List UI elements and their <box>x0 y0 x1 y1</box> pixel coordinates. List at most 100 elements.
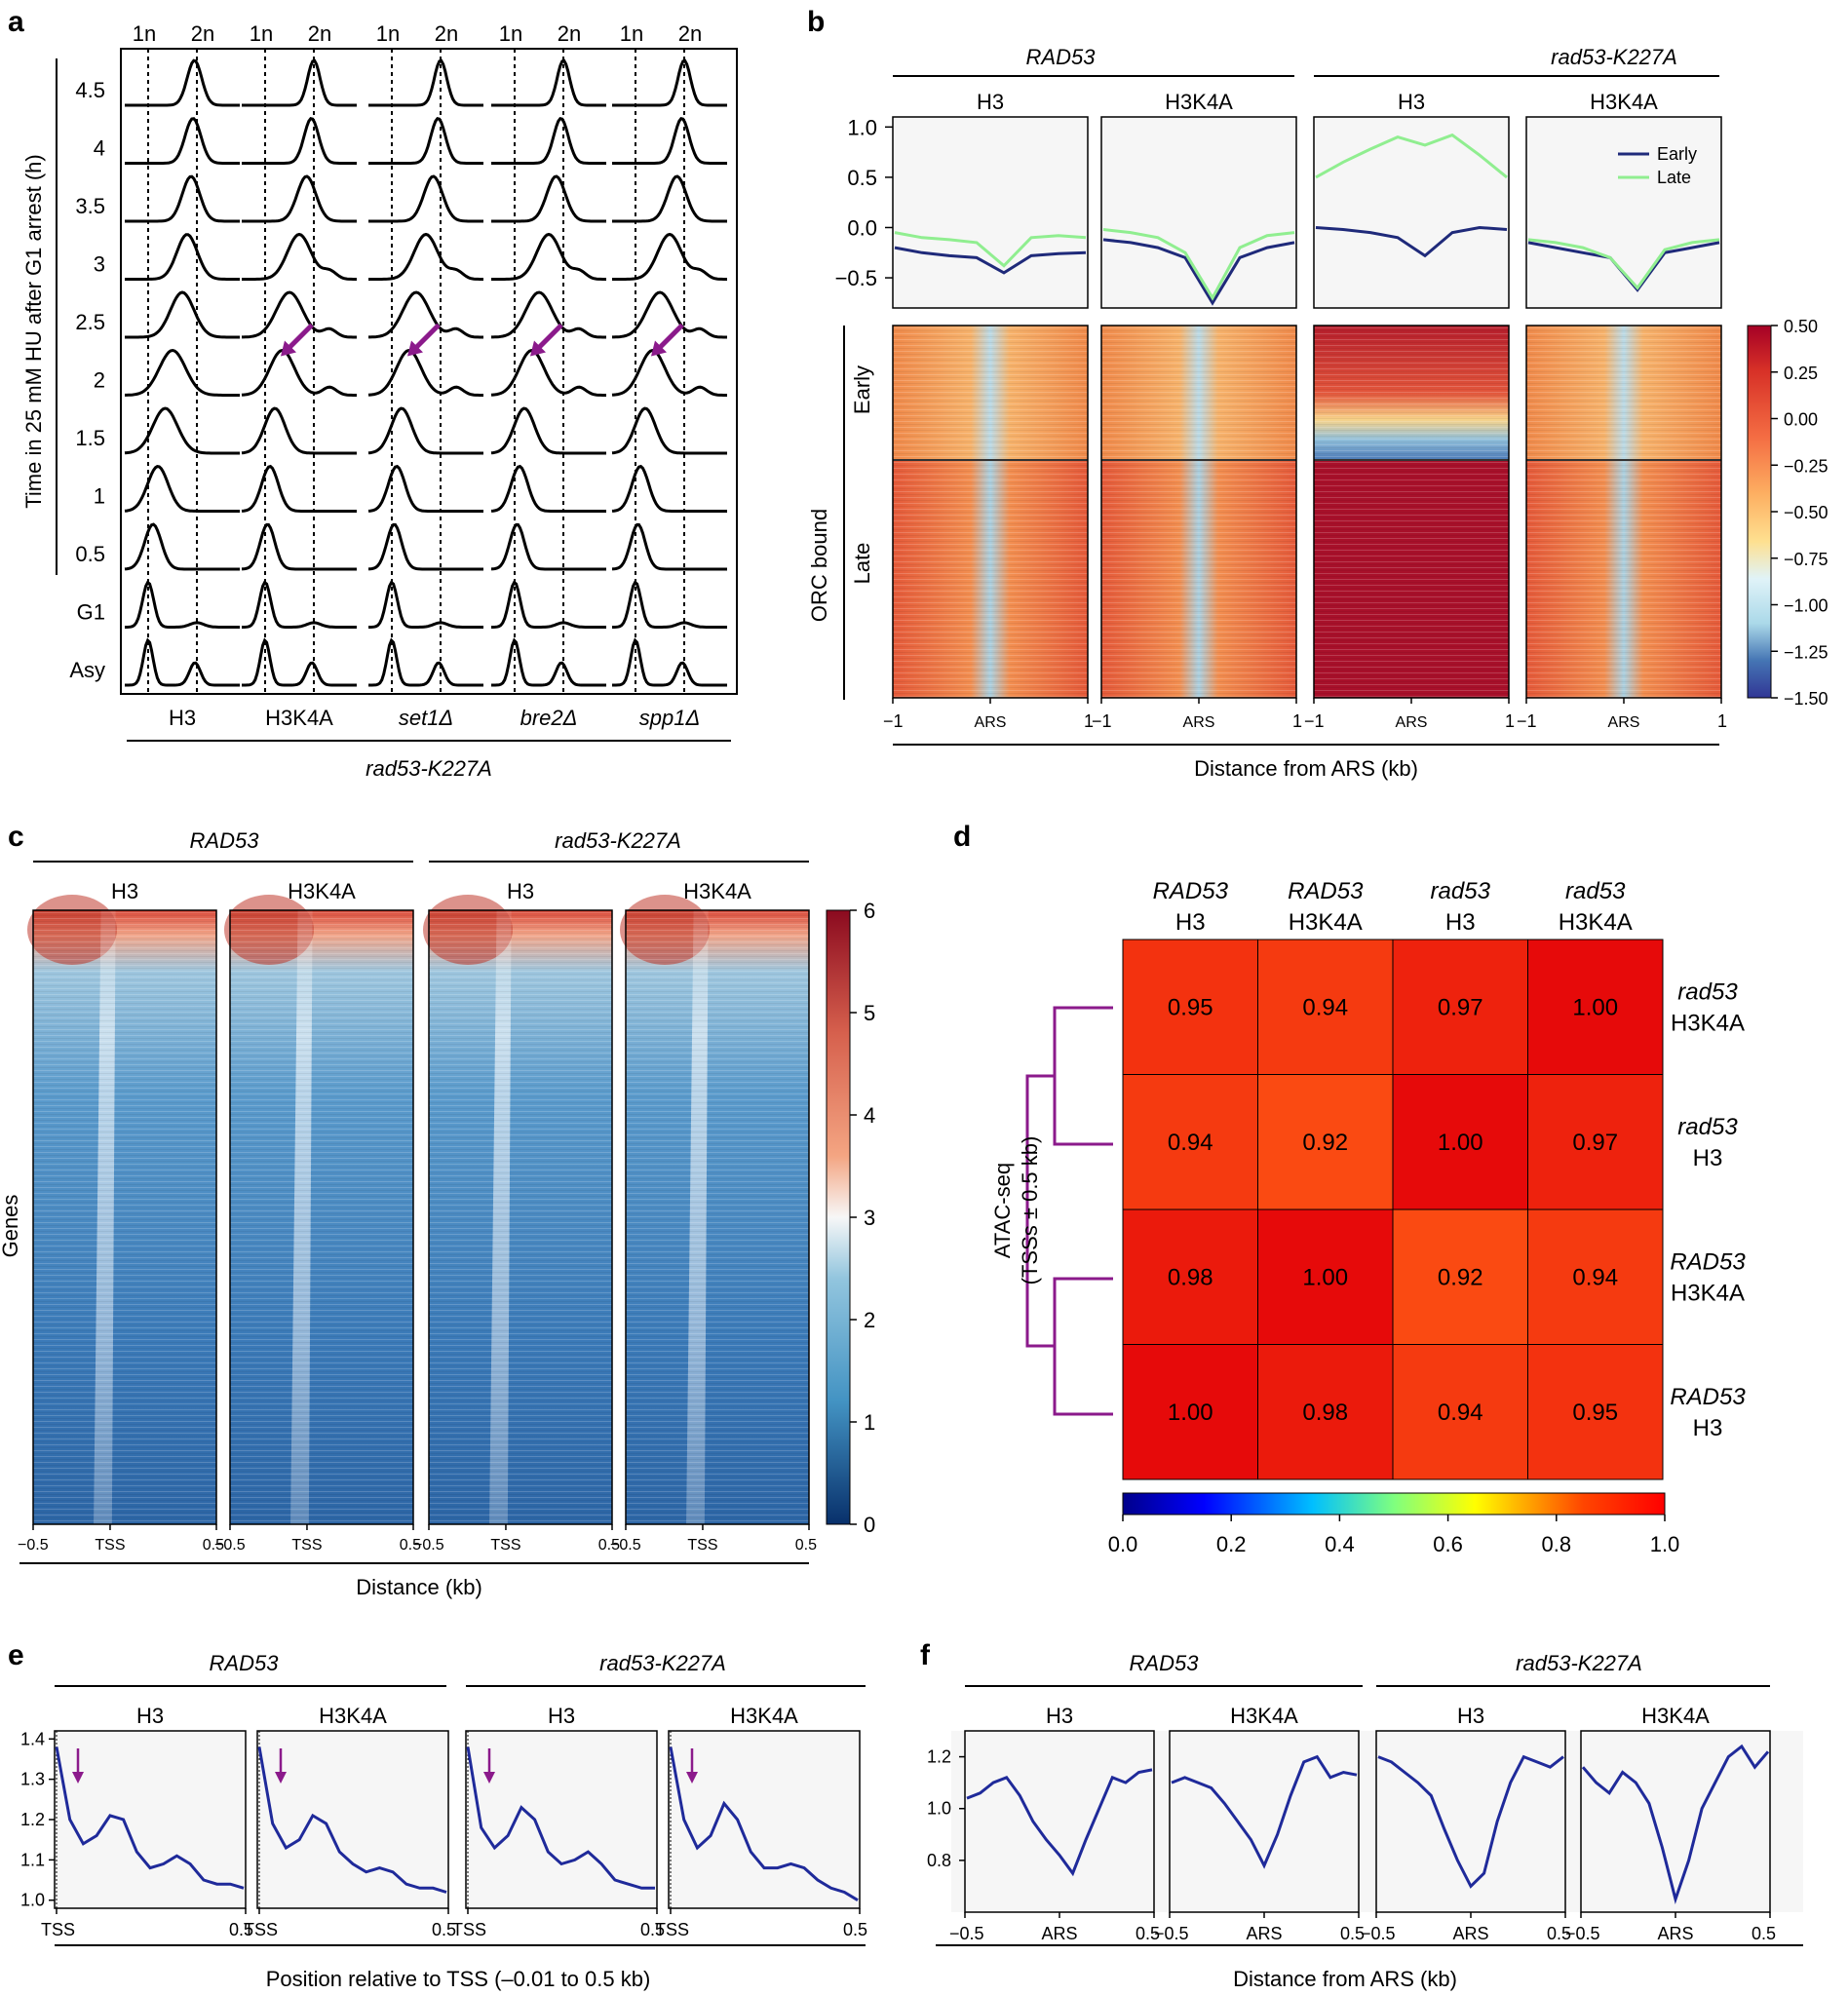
panel-a-histogram <box>242 117 357 165</box>
panel-f-xtick-label: ARS <box>1452 1924 1488 1943</box>
panel-d-cell <box>1392 1074 1528 1210</box>
panel-a-histogram <box>241 522 357 571</box>
panel-a-arrowhead <box>407 340 423 357</box>
panel-f-ytick-label: 1.0 <box>927 1799 951 1819</box>
panel-b-xtick-label: −1 <box>1092 711 1112 731</box>
panel-e-subtitle: H3 <box>548 1704 575 1728</box>
panel-e-group-rad53: RAD53 <box>210 1651 280 1675</box>
panel-a-histogram <box>242 637 357 687</box>
panel-b-cbar-label: −1.00 <box>1784 596 1829 616</box>
panel-d-cell-value: 0.94 <box>1572 1264 1618 1290</box>
panel-d-dendrogram <box>1025 1006 1113 1416</box>
panel-e-xtick-label: TSS <box>244 1920 278 1939</box>
panel-e-arrowhead <box>686 1772 698 1784</box>
panel-f-xtick-label: −0.5 <box>949 1924 984 1943</box>
panel-c-cbar-label: 3 <box>864 1206 875 1230</box>
panel-a-histogram <box>242 174 357 223</box>
panel-b-heat-ylabel: ORC bound <box>807 509 831 622</box>
panel-a-histogram <box>491 290 606 339</box>
panel-c-subtitle: H3 <box>111 879 138 903</box>
panel-a-arrowhead <box>651 340 667 357</box>
panel-a-histogram <box>368 232 483 281</box>
panel-e-xlabel: Position relative to TSS (–0.01 to 0.5 k… <box>266 1967 651 1991</box>
panel-f-xtick-label: 0.5 <box>1547 1924 1571 1943</box>
panel-a-histogram <box>242 580 357 629</box>
panel-f-subtitle: H3K4A <box>1230 1704 1298 1728</box>
panel-b-heat-texture <box>1314 326 1509 698</box>
panel-c-heat-texture <box>429 910 612 1524</box>
panel-d-cell <box>1527 1209 1664 1345</box>
panel-d-cell <box>1527 1344 1664 1480</box>
panel-c-heat-frame <box>229 909 414 1525</box>
panel-d-cell-value: 1.00 <box>1168 1400 1213 1426</box>
panel-e-subtitle: H3K4A <box>319 1704 387 1728</box>
panel-c-heat-frame <box>32 909 217 1525</box>
panel-a-arrow <box>411 323 441 353</box>
panel-e-xtick-label: TSS <box>41 1920 75 1939</box>
panel-d-col-label-2: H3K4A <box>1289 909 1363 936</box>
panel-b-xtick-label: −1 <box>883 711 904 731</box>
panel-a-1n-label: 1n <box>376 21 400 46</box>
panel-c-cbar-label: 4 <box>864 1103 875 1128</box>
panel-b-profile-frame <box>1525 116 1722 309</box>
panel-e-xtick-label: 0.5 <box>229 1920 253 1939</box>
panel-c-cbar-label: 6 <box>864 899 875 923</box>
panel-a-histogram <box>368 117 483 165</box>
panel-d-cbar-label: 1.0 <box>1650 1532 1680 1556</box>
panel-a-frame <box>120 48 738 695</box>
panel-e-ytick-label: 1.4 <box>20 1729 45 1748</box>
panel-a-histogram <box>125 58 240 107</box>
panel-e-arrowhead <box>483 1772 495 1784</box>
panel-a-histogram <box>242 290 357 339</box>
panel-d-cell <box>1122 1209 1258 1345</box>
panel-b-ytick-label: 0.5 <box>847 166 877 190</box>
panel-b-xtick-label: −1 <box>1517 711 1537 731</box>
panel-c-xtick-label: 0.5 <box>203 1537 224 1554</box>
panel-a-histogram <box>125 117 240 165</box>
panel-b-cbar-label: 0.50 <box>1784 317 1818 336</box>
panel-a-histogram <box>612 290 727 339</box>
panel-a-2n-label: 2n <box>308 21 331 46</box>
panel-f-xtick-label: −0.5 <box>1361 1924 1396 1943</box>
panel-b-line-late <box>1102 228 1295 301</box>
panel-letter-a: a <box>8 6 24 38</box>
panel-a-histogram <box>125 637 240 687</box>
panel-d-cell-value: 0.95 <box>1168 994 1213 1020</box>
panel-a-histogram <box>241 464 357 513</box>
panel-a-group-label: rad53-K227A <box>366 756 492 781</box>
panel-d-cell-value: 0.95 <box>1572 1400 1618 1426</box>
panel-e-ytick-label: 1.0 <box>20 1891 45 1910</box>
panel-e-line <box>55 1746 245 1890</box>
panel-b-line-early <box>894 246 1087 275</box>
panel-b-ytick-label: −0.5 <box>835 266 877 290</box>
panel-d-cell-value: 0.97 <box>1572 1130 1618 1156</box>
panel-f-xtick-label: ARS <box>1657 1924 1693 1943</box>
panel-b-cbar-label: −0.75 <box>1784 550 1829 569</box>
panel-a-row-label: 1 <box>94 484 105 509</box>
panel-b-subtitle: H3 <box>1398 90 1425 114</box>
panel-b-group-mutant: rad53-K227A <box>1551 45 1677 69</box>
panel-d-row-label-1: rad53 <box>1677 1114 1738 1140</box>
panel-c-subtitle: H3 <box>507 879 534 903</box>
panel-b-xtick-label: ARS <box>975 714 1007 731</box>
panel-b-heat-texture <box>893 326 1088 698</box>
panel-f-subtitle: H3 <box>1046 1704 1073 1728</box>
panel-d-row-label-2: H3K4A <box>1671 1280 1745 1306</box>
panel-c-cbar-label: 0 <box>864 1513 875 1537</box>
panel-d-cbar-label: 0.4 <box>1325 1532 1355 1556</box>
panel-f-line <box>1171 1754 1358 1869</box>
panel-f-xtick-label: ARS <box>1246 1924 1282 1943</box>
panel-a-flow-cytometry: Time in 25 mM HU after G1 arrest (h) 4.5… <box>21 21 738 781</box>
panel-f-line <box>1581 1744 1770 1904</box>
panel-f-frame <box>1169 1730 1360 1913</box>
panel-letter-d: d <box>953 821 971 853</box>
panel-c-cbar-label: 1 <box>864 1410 875 1435</box>
panel-a-col-label: H3K4A <box>265 706 333 730</box>
panel-a-1n-label: 1n <box>133 21 156 46</box>
panel-a-arrow <box>534 323 563 353</box>
panel-d-cell <box>1257 1074 1394 1210</box>
panel-b-cbar-label: −1.50 <box>1784 689 1829 709</box>
panel-a-histogram <box>368 290 483 339</box>
